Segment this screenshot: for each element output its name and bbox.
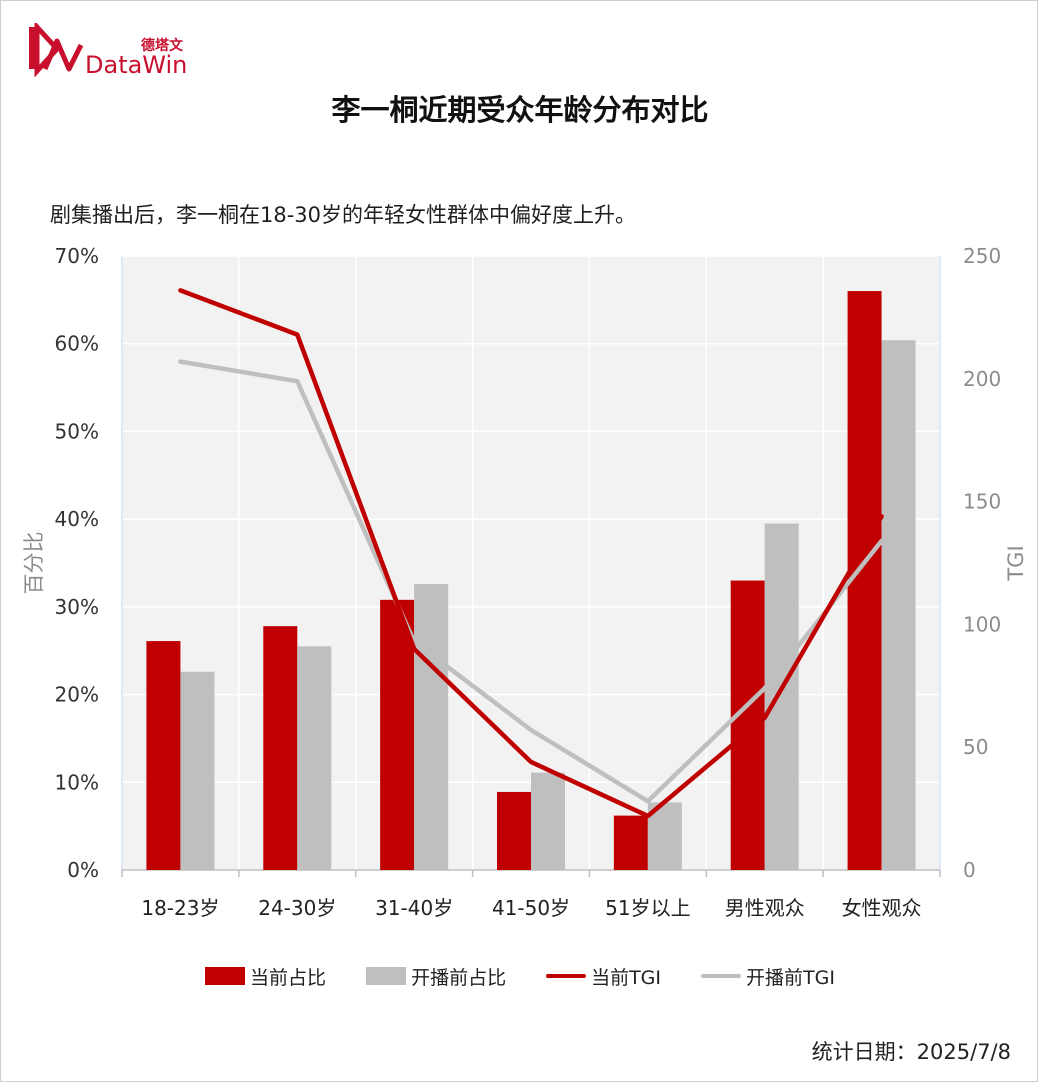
y2-tick-label: 0	[963, 858, 976, 882]
y2-tick-label: 250	[963, 244, 1001, 268]
x-tick-label: 41-50岁	[492, 896, 570, 920]
stat-date: 统计日期：2025/7/8	[811, 1040, 1011, 1064]
legend-item-current-share: 当前占比	[205, 963, 326, 990]
line-before-tgi	[178, 359, 884, 804]
y2-tick-label: 50	[963, 735, 988, 759]
chart-subtitle: 剧集播出后，李一桐在18-30岁的年轻女性群体中偏好度上升。	[50, 203, 637, 227]
y2-tick-label: 150	[963, 490, 1001, 514]
legend-label-current-tgi: 当前TGI	[591, 966, 662, 989]
x-tick-label: 24-30岁	[258, 896, 336, 920]
bar-before-share	[297, 646, 332, 870]
bar-before-share	[764, 523, 799, 870]
plot-background	[122, 256, 940, 870]
brand-name-en: DataWin	[85, 51, 188, 79]
bar-current-share	[380, 599, 415, 870]
bar-current-share	[146, 641, 181, 870]
legend-swatch-current-tgi	[546, 974, 587, 978]
chart-title: 李一桐近期受众年龄分布对比	[331, 93, 709, 127]
legend-swatch-current-share	[205, 967, 246, 985]
x-tick-label: 51岁以上	[605, 896, 690, 920]
y-tick-label: 60%	[55, 332, 99, 356]
y-tick-label: 10%	[55, 770, 99, 794]
legend-label-before-tgi: 开播前TGI	[746, 966, 835, 989]
bar-before-share	[180, 671, 215, 870]
bar-current-share	[263, 626, 298, 870]
legend-item-before-tgi: 开播前TGI	[701, 963, 835, 990]
legend-swatch-before-tgi	[701, 974, 742, 978]
bar-before-share	[531, 772, 565, 870]
x-tick-label: 女性观众	[842, 896, 922, 920]
y-tick-label: 50%	[55, 419, 99, 443]
brand-name-cn: 德塔文	[141, 38, 183, 54]
bar-before-share	[881, 340, 916, 871]
legend-label-before-share: 开播前占比	[411, 966, 507, 989]
bar-before-share	[414, 584, 449, 870]
x-tick-label: 男性观众	[725, 896, 805, 920]
bar-current-share	[730, 580, 765, 870]
y-tick-label: 0%	[67, 858, 99, 882]
y2-axis-title: TGI	[1004, 545, 1028, 581]
y-tick-label: 30%	[55, 595, 99, 619]
bar-current-share	[613, 815, 648, 870]
bar-current-share	[497, 791, 531, 870]
y-tick-label: 20%	[55, 683, 99, 707]
legend-item-before-share: 开播前占比	[366, 963, 506, 990]
datawin-logo-mark	[29, 20, 84, 78]
datawin-logo: 德塔文 DataWin	[23, 20, 198, 83]
y-tick-label: 70%	[55, 244, 99, 268]
y-tick-label: 40%	[55, 507, 99, 531]
chart-legend: 当前占比 开播前占比 当前TGI 开播前TGI	[1, 961, 1038, 991]
x-tick-label: 31-40岁	[375, 896, 453, 920]
legend-item-current-tgi: 当前TGI	[546, 963, 661, 990]
legend-label-current-share: 当前占比	[250, 966, 327, 989]
legend-swatch-before-share	[366, 967, 407, 985]
bar-current-share	[847, 291, 882, 871]
x-tick-label: 18-23岁	[141, 896, 219, 920]
line-current-tgi	[178, 288, 884, 819]
y2-tick-label: 200	[963, 367, 1001, 391]
y2-tick-label: 100	[963, 612, 1001, 636]
y-axis-title: 百分比	[22, 532, 46, 595]
